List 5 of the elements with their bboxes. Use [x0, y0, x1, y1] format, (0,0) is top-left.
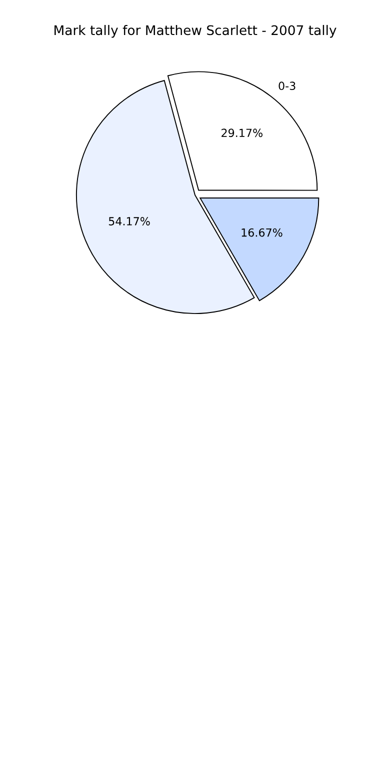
chart-title: Mark tally for Matthew Scarlett - 2007 tally	[54, 24, 336, 38]
data-label: 54.17%	[108, 217, 150, 226]
data-label: 29.17%	[222, 128, 262, 138]
data-label: 16.67%	[242, 228, 282, 237]
slice-label: 0-3	[278, 82, 296, 90]
